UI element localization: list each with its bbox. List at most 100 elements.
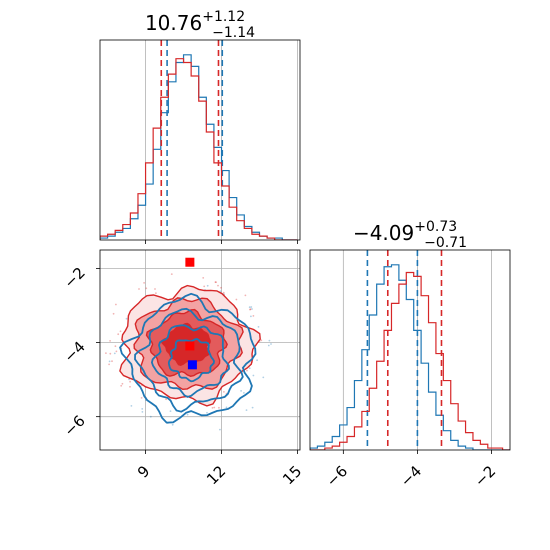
panel-right-histogram: −6 −4 −2 −4.09+0.73 −0.71 (309, 219, 511, 490)
top-hist-series-1 (100, 58, 298, 240)
joint-point-0-17 (256, 359, 258, 362)
joint-point-1-56 (155, 292, 157, 294)
panel-right-border (309, 249, 511, 451)
joint-marker-red-0 (185, 257, 195, 267)
joint-point-0-43 (130, 405, 133, 407)
joint-point-1-25 (138, 288, 140, 290)
joint-point-0-54 (251, 308, 253, 310)
joint-point-1-20 (120, 384, 123, 387)
joint-point-1-43 (220, 286, 222, 289)
joint-point-0-32 (141, 411, 144, 413)
joint-point-1-7 (214, 281, 217, 283)
title-param-2-minus: −0.71 (424, 235, 467, 251)
right-hist-series-1 (310, 271, 510, 450)
joint-marker-blue (187, 360, 197, 370)
title-param-2-plus: +0.73 (414, 219, 457, 235)
panel-right-content (310, 250, 510, 450)
joint-point-1-32 (108, 363, 110, 366)
joint-point-1-13 (114, 345, 117, 348)
joint-point-0-41 (248, 367, 251, 370)
joint-point-1-24 (117, 333, 120, 336)
right-hist-series-0 (310, 264, 510, 450)
joint-point-1-5 (203, 285, 206, 288)
joint-point-1-36 (246, 369, 248, 372)
joint-point-1-18 (215, 281, 217, 284)
joint-point-0-0 (251, 406, 254, 409)
joint-point-0-2 (240, 390, 243, 392)
joint-point-0-48 (206, 411, 208, 414)
joint-contour-blue-3 (167, 338, 215, 383)
joint-point-1-26 (249, 308, 252, 311)
joint-point-0-37 (125, 317, 128, 320)
title-param-2-value: −4.09 (353, 221, 414, 245)
joint-point-1-31 (202, 277, 205, 279)
joint-point-1-19 (143, 282, 146, 284)
joint-point-0-19 (243, 392, 245, 394)
title-param-2: −4.09+0.73 −0.71 (353, 219, 467, 251)
joint-point-1-23 (115, 350, 118, 353)
joint-point-1-12 (140, 397, 143, 399)
panel-joint-border (99, 249, 301, 451)
joint-xtick-label-1: 12 (203, 462, 229, 488)
title-param-1-plus: +1.12 (202, 9, 245, 25)
joint-point-0-5 (248, 306, 251, 309)
joint-point-0-29 (108, 360, 111, 363)
joint-point-0-24 (169, 410, 172, 412)
panel-joint-contour: 9 12 15 −6 −4 −2 (60, 249, 305, 488)
title-param-1-value: 10.76 (145, 11, 202, 35)
joint-point-1-6 (217, 284, 219, 287)
joint-point-0-14 (171, 423, 174, 426)
panel-right-ticks: −6 −4 −2 (323, 450, 499, 490)
panel-top-histogram: 10.76+1.12 −1.14 (99, 9, 301, 244)
joint-point-0-11 (219, 290, 222, 293)
joint-point-1-54 (154, 288, 156, 290)
joint-point-0-45 (250, 306, 253, 308)
joint-point-1-9 (165, 398, 168, 401)
panel-joint-content (105, 257, 272, 431)
joint-point-0-58 (262, 376, 265, 379)
joint-point-0-8 (250, 315, 252, 318)
joint-contour-blue-2 (150, 324, 230, 398)
joint-point-1-45 (222, 291, 225, 294)
joint-point-1-46 (129, 385, 131, 388)
joint-point-1-35 (249, 308, 252, 310)
joint-point-0-42 (149, 415, 152, 418)
joint-point-1-42 (112, 312, 115, 315)
title-param-1-minus: −1.14 (212, 25, 255, 41)
joint-point-0-36 (268, 339, 271, 342)
joint-point-1-10 (252, 315, 255, 317)
joint-point-1-0 (244, 294, 247, 297)
joint-point-1-57 (211, 407, 214, 409)
joint-point-1-16 (218, 406, 220, 409)
joint-point-0-40 (225, 406, 228, 409)
panel-top-frame-bg (100, 40, 300, 240)
joint-point-1-49 (121, 382, 124, 385)
joint-point-1-33 (109, 340, 111, 342)
joint-point-1-47 (105, 352, 107, 354)
joint-point-0-10 (267, 344, 270, 347)
joint-point-1-34 (213, 406, 216, 409)
joint-point-0-34 (252, 374, 255, 377)
joint-ytick-label-2: −2 (60, 264, 88, 292)
joint-point-1-52 (119, 330, 122, 333)
panel-right-frame-bg (310, 250, 510, 450)
joint-contour-blue-1 (134, 307, 244, 413)
joint-point-1-14 (115, 303, 117, 306)
right-xtick-label-2: −2 (471, 462, 499, 490)
joint-point-0-13 (128, 378, 131, 381)
joint-ytick-label-0: −6 (60, 412, 88, 440)
right-xtick-label-0: −6 (323, 462, 351, 490)
joint-point-1-44 (260, 339, 263, 342)
joint-point-1-37 (129, 380, 132, 383)
title-param-1: 10.76+1.12 −1.14 (145, 9, 255, 41)
joint-point-0-46 (270, 343, 272, 345)
joint-marker-red-1 (185, 341, 195, 351)
joint-point-0-27 (245, 409, 248, 411)
panel-top-ticks (145, 240, 298, 244)
joint-point-0-18 (141, 408, 144, 410)
joint-xtick-label-2: 15 (279, 462, 305, 488)
joint-contour-blue-0 (119, 292, 257, 424)
joint-point-0-53 (186, 413, 189, 416)
joint-point-1-4 (109, 352, 112, 355)
